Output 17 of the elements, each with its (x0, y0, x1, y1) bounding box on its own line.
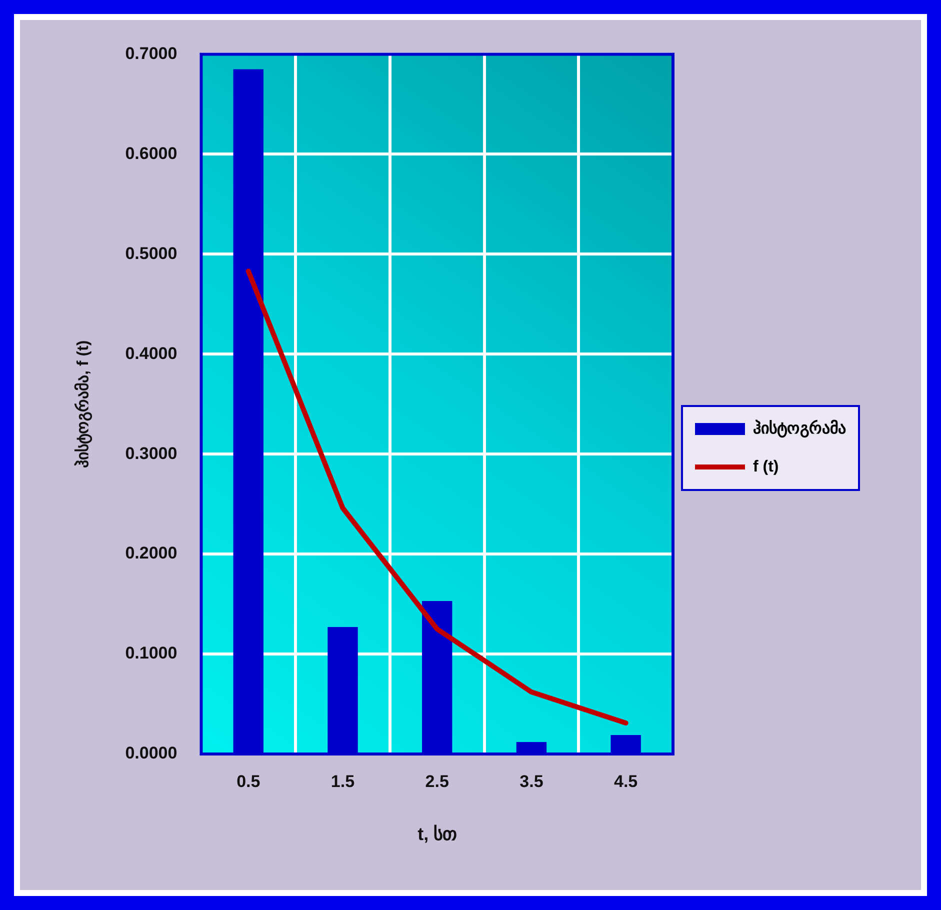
x-tick-label: 4.5 (614, 772, 638, 791)
x-tick-label: 1.5 (330, 772, 355, 791)
legend-label: f (t) (753, 458, 779, 476)
x-axis-title: t, სთ (418, 824, 457, 844)
x-tick-label: 0.5 (236, 772, 260, 791)
y-tick-label: 0.4000 (125, 344, 178, 363)
y-tick-label: 0.7000 (125, 44, 178, 63)
y-axis-title: ჰისტოგრამა, f (t) (74, 340, 94, 468)
y-tick-label: 0.3000 (125, 444, 178, 463)
x-tick-label: 2.5 (425, 772, 449, 791)
y-tick-label: 0.2000 (125, 544, 178, 563)
y-tick-label: 0.5000 (125, 244, 178, 263)
y-tick-label: 0.6000 (125, 144, 178, 163)
y-tick-label: 0.1000 (125, 644, 178, 663)
x-tick-label: 3.5 (520, 772, 544, 791)
legend-label: ჰისტოგრამა (753, 419, 846, 438)
y-tick-label: 0.0000 (125, 744, 178, 763)
